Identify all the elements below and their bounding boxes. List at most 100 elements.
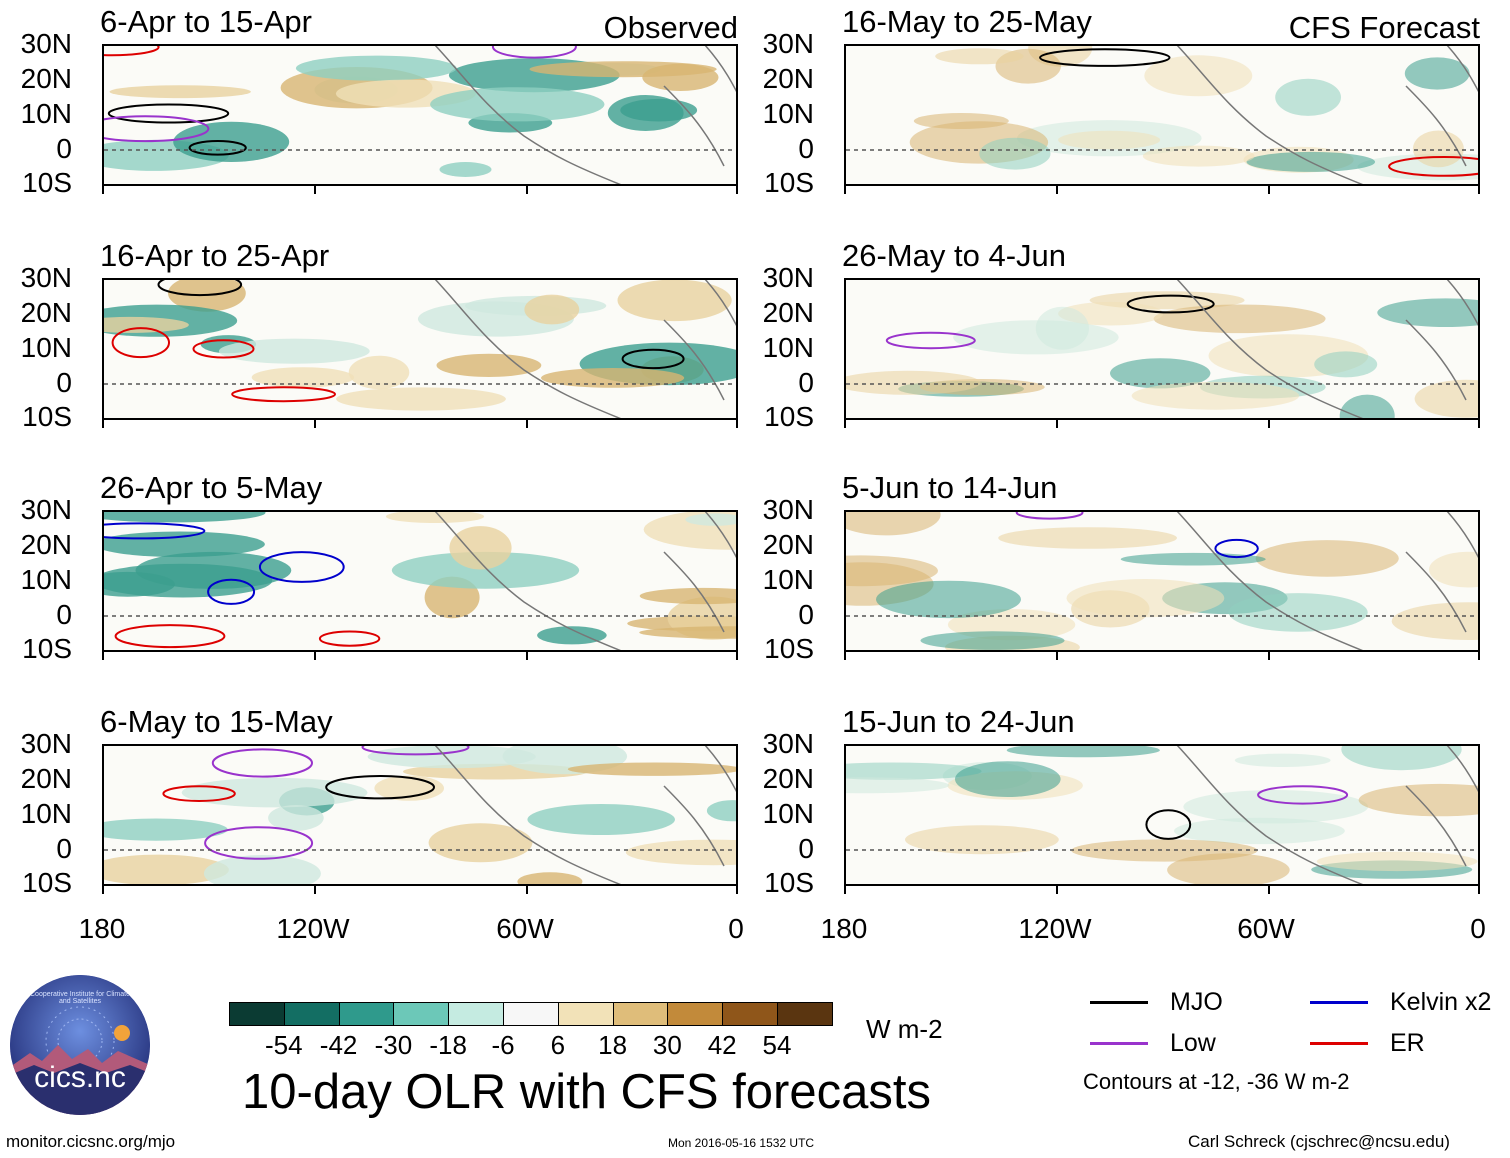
olr-anomaly-blob — [336, 387, 506, 411]
olr-anomaly-blob — [439, 162, 492, 177]
olr-anomaly-blob — [1429, 551, 1478, 588]
olr-anomaly-blob — [537, 626, 607, 645]
map-field — [846, 46, 1478, 184]
olr-anomaly-blob — [706, 800, 736, 822]
olr-anomaly-blob — [1316, 851, 1478, 872]
contour-line — [162, 785, 236, 802]
olr-anomaly-blob — [1144, 55, 1253, 97]
colorbar-swatch — [338, 1002, 395, 1026]
lat-label: 30N — [762, 28, 814, 59]
olr-anomaly-blob — [203, 855, 321, 884]
logo-text: cics.nc — [34, 1061, 126, 1094]
olr-anomaly-blob — [876, 580, 1021, 619]
olr-anomaly-blob — [1058, 130, 1161, 150]
contour-line — [104, 115, 210, 143]
olr-anomaly-blob — [295, 55, 457, 81]
lat-label: 20N — [20, 529, 72, 560]
olr-anomaly-blob — [1153, 304, 1326, 334]
colorbar-label: -6 — [491, 1030, 515, 1060]
lon-label-right-60w: 60W — [1237, 913, 1295, 944]
colorbar-swatch — [393, 1002, 450, 1026]
map-field — [846, 746, 1478, 884]
legend-kelvin-line — [1310, 1001, 1368, 1004]
olr-anomaly-blob — [1183, 790, 1369, 824]
contour-line — [1145, 809, 1192, 840]
olr-anomaly-blob — [391, 551, 580, 589]
olr-anomaly-blob — [1167, 853, 1290, 884]
footer-credit: Carl Schreck (cjschrec@ncsu.edu) — [1188, 1132, 1450, 1151]
lon-tick — [1056, 186, 1058, 194]
lat-label: 30N — [762, 728, 814, 759]
olr-anomaly-blob — [920, 631, 1065, 650]
colorbar-swatch — [503, 1002, 559, 1026]
colorbar-label: -30 — [374, 1030, 413, 1060]
olr-map — [102, 744, 738, 886]
olr-anomaly-blob — [620, 98, 698, 122]
olr-anomaly-blob — [529, 61, 717, 78]
map-field — [846, 280, 1478, 418]
olr-anomaly-blob — [1391, 602, 1478, 640]
panel-title: 5-Jun to 14-Jun — [842, 470, 1058, 505]
lon-tick — [526, 420, 528, 428]
map-field — [104, 746, 736, 884]
lat-label: 20N — [762, 297, 814, 328]
lon-tick — [844, 886, 846, 894]
olr-anomaly-blob — [1035, 306, 1089, 350]
panel-title: 6-Apr to 15-Apr — [100, 4, 312, 39]
olr-map — [844, 744, 1480, 886]
olr-anomaly-blob — [998, 527, 1177, 549]
map-field — [846, 512, 1478, 650]
lon-tick — [736, 886, 738, 894]
olr-anomaly-blob — [1339, 394, 1395, 418]
olr-anomaly-blob — [104, 316, 189, 333]
panel-title: 15-Jun to 24-Jun — [842, 704, 1075, 739]
olr-anomaly-blob — [104, 818, 228, 841]
colorbar-label: 6 — [550, 1030, 566, 1060]
lat-label: 20N — [20, 297, 72, 328]
olr-map — [844, 44, 1480, 186]
olr-anomaly-blob — [367, 746, 536, 769]
olr-anomaly-blob — [955, 761, 1061, 797]
legend-note: Contours at -12, -36 W m-2 — [1083, 1069, 1350, 1094]
olr-anomaly-blob — [1131, 381, 1300, 410]
lat-label: 10S — [22, 867, 72, 898]
cics-logo: cics.nc Cooperative Institute for Climat… — [10, 975, 150, 1115]
olr-anomaly-blob — [979, 137, 1051, 170]
footer-url[interactable]: monitor.cicsnc.org/mjo — [6, 1132, 176, 1151]
olr-anomaly-blob — [104, 854, 229, 884]
logo-graphic — [10, 975, 150, 1115]
contour-line — [1388, 156, 1478, 177]
olr-anomaly-blob — [846, 777, 950, 794]
coastline — [434, 280, 736, 418]
olr-anomaly-blob — [846, 762, 982, 780]
lon-label-left-120w: 120W — [276, 913, 350, 944]
contour-line — [231, 386, 337, 403]
contour-line — [1257, 785, 1349, 805]
coastline — [1176, 280, 1478, 418]
olr-anomaly-blob — [1404, 57, 1470, 90]
colorbar-label: -18 — [429, 1030, 467, 1060]
lon-label-right-180: 180 — [820, 913, 868, 944]
logo-ring-text: Cooperative Institute for Climate and Sa… — [30, 991, 130, 1005]
olr-anomaly-blob — [541, 368, 685, 388]
contour-line — [621, 348, 685, 370]
colorbar-swatch — [557, 1002, 614, 1026]
lat-label: 20N — [762, 63, 814, 94]
olr-anomaly-blob — [135, 551, 292, 589]
legend-mjo-line — [1090, 1001, 1148, 1004]
map-field — [104, 46, 736, 184]
olr-map — [102, 510, 738, 652]
contour-line — [111, 327, 170, 359]
olr-anomaly-blob — [1341, 746, 1462, 771]
olr-anomaly-blob — [953, 320, 1119, 355]
olr-anomaly-blob — [625, 839, 736, 866]
lat-label: 30N — [20, 728, 72, 759]
legend-mjo-label: MJO — [1170, 988, 1223, 1016]
contour-line — [1039, 48, 1171, 67]
olr-anomaly-blob — [449, 526, 512, 570]
lon-tick — [526, 652, 528, 660]
olr-map — [102, 44, 738, 186]
lon-tick — [844, 420, 846, 428]
lat-label: 20N — [762, 763, 814, 794]
colorbar-units: W m-2 — [866, 1014, 943, 1044]
